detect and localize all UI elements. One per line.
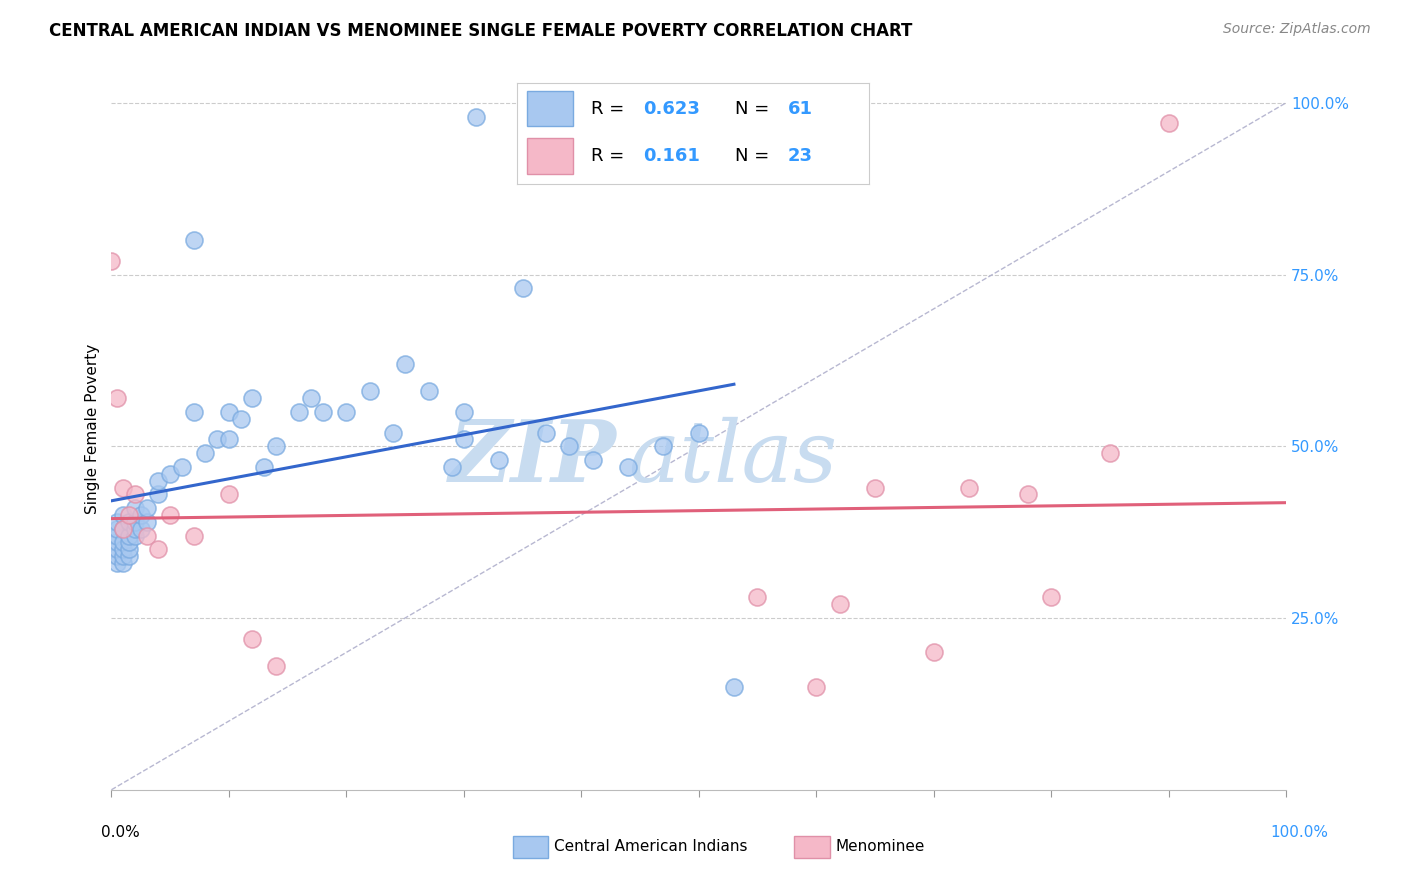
Point: [828, 597, 851, 611]
Point: [382, 425, 405, 440]
Point: [534, 425, 557, 440]
Point: [105, 556, 128, 570]
Point: [441, 459, 464, 474]
Point: [747, 591, 769, 605]
Point: [205, 433, 228, 447]
Point: [264, 659, 287, 673]
Point: [359, 384, 381, 399]
Point: [112, 522, 135, 536]
Point: [1157, 116, 1180, 130]
Point: [135, 515, 157, 529]
Point: [335, 405, 357, 419]
Point: [863, 481, 886, 495]
Text: 100.0%: 100.0%: [1271, 825, 1329, 840]
Point: [299, 391, 322, 405]
Point: [1040, 591, 1063, 605]
Point: [922, 645, 945, 659]
Point: [453, 433, 475, 447]
Point: [118, 515, 141, 529]
Point: [105, 528, 128, 542]
Point: [418, 384, 440, 399]
Point: [129, 522, 152, 536]
Point: [957, 481, 980, 495]
Point: [100, 253, 122, 268]
Point: [159, 508, 181, 522]
Point: [218, 405, 240, 419]
Point: [118, 542, 141, 557]
Point: [118, 528, 141, 542]
Point: [105, 549, 128, 564]
Point: [1017, 487, 1039, 501]
Point: [652, 439, 675, 453]
Point: [112, 522, 135, 536]
Point: [183, 405, 205, 419]
Point: [464, 110, 486, 124]
Point: [240, 391, 263, 405]
Point: [112, 535, 135, 549]
Point: [112, 549, 135, 564]
Point: [312, 405, 335, 419]
Point: [723, 680, 745, 694]
Point: [118, 535, 141, 549]
Point: [148, 542, 170, 557]
Point: [288, 405, 311, 419]
Point: [124, 487, 146, 501]
Text: Source: ZipAtlas.com: Source: ZipAtlas.com: [1223, 22, 1371, 37]
Point: [512, 281, 534, 295]
Point: [112, 556, 135, 570]
Point: [135, 528, 157, 542]
Point: [124, 528, 146, 542]
Point: [105, 522, 128, 536]
Point: [617, 459, 640, 474]
Text: 0.0%: 0.0%: [101, 825, 141, 840]
Point: [148, 474, 170, 488]
Point: [124, 522, 146, 536]
Point: [112, 508, 135, 522]
Point: [105, 391, 128, 405]
Point: [194, 446, 217, 460]
Point: [804, 680, 827, 694]
Point: [218, 433, 240, 447]
Point: [688, 425, 710, 440]
Point: [229, 412, 252, 426]
Point: [183, 233, 205, 247]
Point: [264, 439, 287, 453]
Point: [218, 487, 240, 501]
Point: [135, 501, 157, 516]
Point: [240, 632, 263, 646]
Point: [582, 453, 605, 467]
Text: ZIP: ZIP: [449, 417, 616, 500]
Point: [118, 549, 141, 564]
Point: [170, 459, 193, 474]
Point: [394, 357, 416, 371]
Point: [112, 542, 135, 557]
Point: [105, 542, 128, 557]
Point: [105, 515, 128, 529]
Text: CENTRAL AMERICAN INDIAN VS MENOMINEE SINGLE FEMALE POVERTY CORRELATION CHART: CENTRAL AMERICAN INDIAN VS MENOMINEE SIN…: [49, 22, 912, 40]
Point: [124, 515, 146, 529]
Point: [118, 508, 141, 522]
Point: [1098, 446, 1121, 460]
Point: [159, 467, 181, 481]
Text: atlas: atlas: [628, 417, 838, 500]
Point: [183, 528, 205, 542]
Point: [105, 535, 128, 549]
Point: [453, 405, 475, 419]
Point: [148, 487, 170, 501]
Text: Menominee: Menominee: [835, 839, 925, 854]
Point: [488, 453, 510, 467]
Text: Central American Indians: Central American Indians: [554, 839, 748, 854]
Y-axis label: Single Female Poverty: Single Female Poverty: [86, 344, 100, 515]
Point: [129, 508, 152, 522]
Point: [558, 439, 581, 453]
Point: [253, 459, 276, 474]
Point: [112, 481, 135, 495]
Point: [124, 501, 146, 516]
